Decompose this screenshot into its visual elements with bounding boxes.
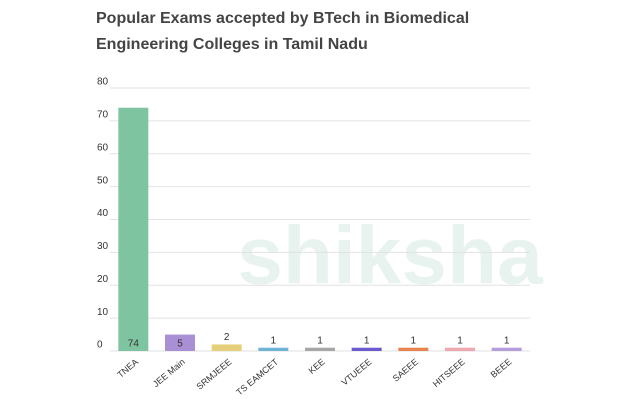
x-tick-label: SRMJEEE [194,357,233,392]
y-tick-label: 10 [97,307,109,318]
data-label: 1 [504,335,510,346]
data-label: 2 [224,332,230,343]
x-tick-label: SAEEE [391,357,420,384]
bar [445,347,475,351]
y-tick-label: 50 [97,175,109,186]
y-tick-label: 30 [97,241,109,252]
bar [305,347,335,351]
data-label: 74 [128,339,140,350]
x-tick-label: TNEA [115,357,140,380]
chart-title: Popular Exams accepted by BTech in Biome… [96,10,470,53]
y-tick-label: 60 [97,142,109,153]
data-label: 1 [364,335,370,346]
x-tick-label: JEE Main [151,357,187,389]
bar [398,347,429,351]
data-label: 1 [317,335,323,346]
x-tick-label: TS EAMCET [234,356,280,397]
bar [351,347,382,351]
y-tick-label: 0 [97,340,103,351]
bar [211,344,242,351]
x-tick-label: BEEE [489,357,514,380]
bar [118,107,149,351]
data-label: 1 [411,335,417,346]
y-tick-label: 70 [97,110,109,121]
bar [258,347,289,351]
y-tick-label: 40 [97,208,109,219]
data-label: 1 [271,335,277,346]
y-tick-label: 80 [97,77,109,88]
x-tick-label: HITSEEE [431,357,467,389]
x-tick-label: KEE [307,357,327,376]
x-tick-label: VTUEEE [339,357,373,388]
data-label: 5 [177,339,183,350]
watermark: shiksha [237,211,544,302]
bar [165,334,195,351]
y-tick-label: 20 [97,274,109,285]
bar [491,347,522,351]
data-label: 1 [457,335,463,346]
